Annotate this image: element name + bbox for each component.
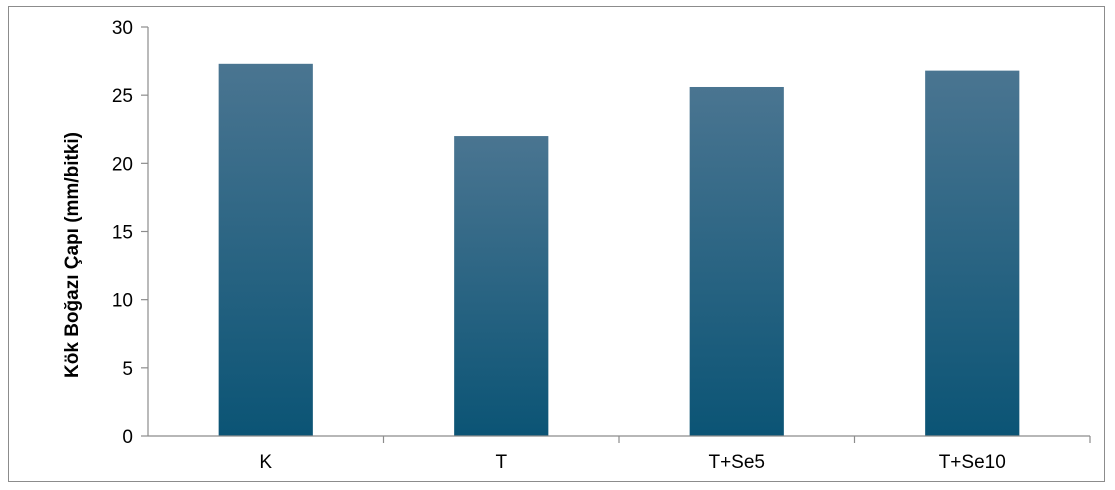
y-tick-label: 20 [112, 154, 133, 175]
x-tick-label: T+Se10 [939, 452, 1006, 473]
bar-k [218, 63, 313, 437]
x-axis-labels: K T T+Se5 T+Se10 [259, 436, 1091, 473]
bar-t-se10 [925, 70, 1020, 437]
x-tick-label: K [259, 452, 272, 473]
bars [218, 63, 1020, 437]
chart-frame [8, 6, 1105, 482]
y-axis-ticks: 0 5 10 15 20 25 30 [112, 18, 148, 448]
x-tick-label: T+Se5 [708, 452, 765, 473]
y-tick-label: 25 [112, 86, 133, 107]
bar-t [454, 136, 549, 437]
y-tick-label: 30 [112, 18, 133, 39]
y-tick-label: 0 [122, 427, 133, 448]
y-tick-label: 5 [122, 359, 133, 380]
y-tick-label: 15 [112, 223, 133, 244]
x-tick-label: T [495, 452, 507, 473]
y-tick-label: 10 [112, 291, 133, 312]
bar-t-se5 [689, 86, 784, 436]
y-axis-label: Kök Boğazı Çapı (mm/bitki) [62, 132, 83, 378]
